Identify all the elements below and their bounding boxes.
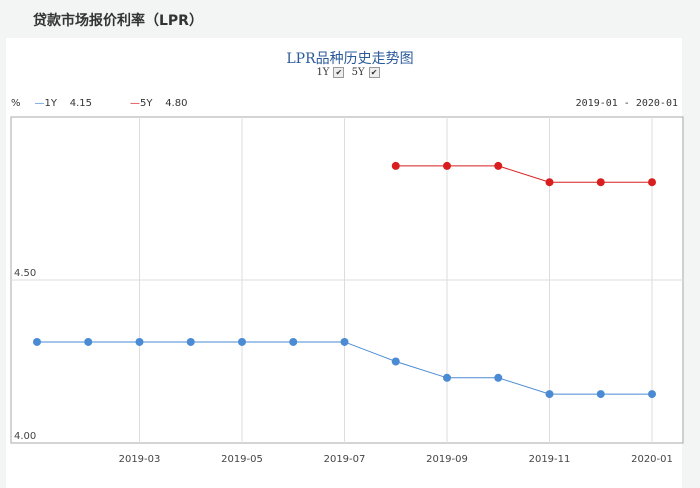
chart-title: LPR品种历史走势图 — [286, 51, 414, 67]
x-tick-label: 2019-07 — [324, 454, 366, 465]
data-point-5Y — [391, 161, 400, 170]
data-point-1Y — [596, 390, 605, 399]
data-point-5Y — [596, 178, 605, 187]
x-tick-label: 2019-05 — [221, 454, 263, 465]
data-point-1Y — [443, 373, 451, 382]
data-point-5Y — [494, 161, 503, 170]
data-point-1Y — [494, 373, 503, 382]
x-tick-label: 2019-09 — [426, 454, 468, 465]
date-range: 2019-01 - 2020-01 — [575, 98, 678, 109]
page-title: 贷款市场报价利率（LPR） — [33, 13, 203, 29]
legend-1y-name: 1Y — [44, 98, 57, 109]
data-point-5Y — [443, 161, 451, 170]
toggle-5y-label: 5Y — [351, 67, 365, 78]
data-point-1Y — [391, 357, 400, 366]
data-point-1Y — [289, 337, 298, 346]
x-tick-label: 2020-01 — [631, 454, 673, 465]
data-point-1Y — [340, 337, 349, 346]
legend-1y-value: 4.15 — [69, 98, 92, 109]
legend: % —1Y 4.15 —5Y 4.80 — [11, 98, 187, 109]
data-point-1Y — [238, 337, 246, 346]
legend-5y-value: 4.80 — [165, 98, 188, 109]
data-point-1Y — [648, 390, 656, 399]
toggle-5y-checkbox[interactable]: ✔ — [368, 67, 380, 78]
series-line-5Y — [395, 165, 652, 183]
x-tick-label: 2019-11 — [529, 454, 571, 465]
data-point-1Y — [33, 337, 41, 346]
legend-1y: —1Y 4.15 — [34, 98, 92, 109]
data-point-5Y — [648, 178, 656, 187]
toggle-1y-checkbox[interactable]: ✔ — [333, 67, 345, 78]
data-point-5Y — [545, 178, 554, 187]
y-tick-label: 4.50 — [14, 268, 36, 279]
legend-5y: —5Y 4.80 — [129, 98, 188, 109]
data-point-1Y — [545, 390, 554, 399]
series-toggles: 1Y ✔ 5Y ✔ — [0, 67, 700, 78]
data-point-1Y — [135, 337, 144, 346]
x-tick-label: 2019-03 — [119, 454, 161, 465]
toggle-1y-label: 1Y — [316, 67, 330, 78]
legend-5y-name: 5Y — [139, 98, 153, 109]
y-unit: % — [11, 98, 21, 109]
data-point-1Y — [186, 337, 195, 346]
data-point-1Y — [84, 337, 93, 346]
y-tick-label: 4.00 — [14, 431, 36, 442]
